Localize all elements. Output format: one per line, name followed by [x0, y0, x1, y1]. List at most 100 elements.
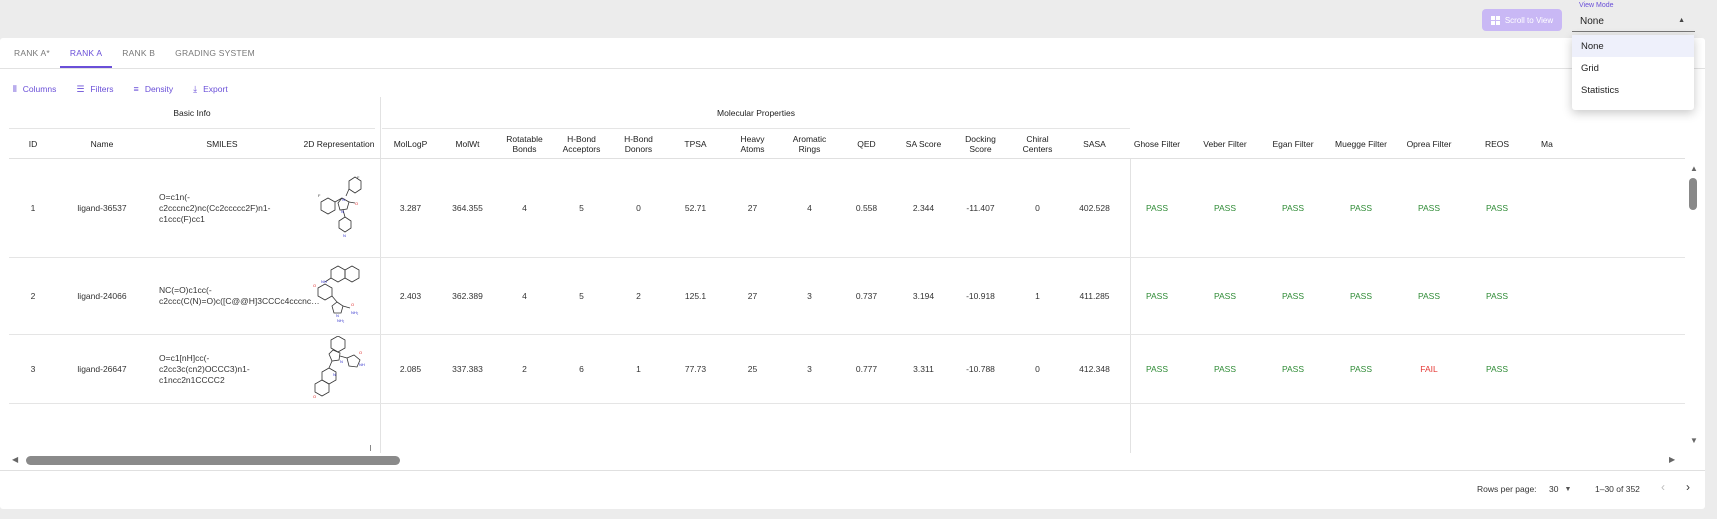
svg-text:N: N — [343, 233, 346, 238]
header-egan-filter[interactable]: Egan Filter — [1272, 139, 1314, 149]
tab-rank-a-star[interactable]: RANK A* — [14, 48, 50, 58]
header-molwt[interactable]: MolWt — [455, 139, 480, 149]
cell-hbond-donors: 0 — [636, 203, 641, 213]
grid-toolbar: ⫴ Columns ☰ Filters ≡ Density ⤓ Export — [13, 82, 228, 96]
cell-qed: 0.737 — [855, 291, 878, 301]
header-heavy-atoms[interactable]: Heavy Atoms — [740, 134, 765, 154]
tab-rank-b[interactable]: RANK B — [122, 48, 156, 58]
header-sa-score[interactable]: SA Score — [905, 139, 942, 149]
header-name[interactable]: Name — [90, 139, 114, 149]
cell-heavy-atoms: 27 — [747, 203, 758, 213]
svg-text:NH: NH — [359, 362, 365, 367]
cell-smiles: O=c1n(-c2cccnc2)nc(Cc2ccccc2F)n1- c1ccc(… — [159, 191, 271, 224]
svg-text:O: O — [313, 394, 316, 399]
filters-button[interactable]: ☰ Filters — [76, 82, 113, 96]
cell-sa-score: 2.344 — [912, 203, 935, 213]
scroll-up-arrow-icon[interactable]: ▲ — [1690, 164, 1698, 173]
scroll-to-view-button[interactable]: Scroll to View — [1482, 9, 1562, 31]
cell-reos: PASS — [1485, 364, 1509, 374]
cell-smiles: NC(=O)c1cc(- c2ccc(C(N)=O)c([C@@H]3CCCc4… — [159, 285, 320, 306]
svg-text:O: O — [313, 283, 316, 288]
cell-rotatable-bonds: 4 — [522, 291, 527, 301]
view-mode-option-grid[interactable]: Grid — [1581, 62, 1599, 74]
cell-tpsa: 52.71 — [684, 203, 707, 213]
header-hbond-acceptors[interactable]: H-Bond Acceptors — [562, 134, 601, 154]
header-reos[interactable]: REOS — [1484, 139, 1510, 149]
header-mollogp[interactable]: MolLogP — [393, 139, 428, 149]
horizontal-scrollbar-thumb[interactable] — [26, 456, 400, 465]
table-row[interactable]: 1 ligand-36537 O=c1n(-c2cccnc2)nc(Cc2ccc… — [9, 159, 1685, 258]
next-page-icon[interactable]: › — [1686, 480, 1690, 494]
svg-text:NH: NH — [321, 279, 327, 284]
view-mode-option-none[interactable]: None — [1572, 35, 1694, 57]
header-2d-representation[interactable]: 2D Representation — [303, 139, 375, 149]
cell-docking-score: -10.788 — [966, 364, 995, 374]
svg-text:F: F — [318, 193, 321, 198]
columns-button[interactable]: ⫴ Columns — [13, 82, 56, 96]
cell-id: 2 — [30, 291, 36, 301]
tab-rank-a[interactable]: RANK A — [59, 40, 113, 68]
header-rotatable-bonds[interactable]: Rotatable Bonds — [506, 134, 543, 154]
header-hbond-donors[interactable]: H-Bond Donors — [624, 134, 653, 154]
header-smiles[interactable]: SMILES — [206, 139, 238, 149]
cell-egan-filter: PASS — [1281, 203, 1305, 213]
rank-tabs: RANK A* RANK A RANK B GRADING SYSTEM — [4, 40, 265, 68]
cell-sa-score: 3.311 — [913, 364, 934, 374]
cell-oprea-filter: FAIL — [1420, 364, 1438, 374]
table-row[interactable]: 2 ligand-24066 NC(=O)c1cc(- c2ccc(C(N)=O… — [9, 258, 1685, 335]
cell-smiles: O=c1[nH]cc(-c2cc3c(cn2)OCCC3)n1- c1ncc2n… — [159, 352, 250, 385]
cell-chiral-centers: 1 — [1035, 291, 1040, 301]
header-more[interactable]: Ma — [1541, 139, 1553, 149]
view-mode-option-statistics[interactable]: Statistics — [1581, 84, 1620, 96]
scroll-right-arrow-icon[interactable]: ▶ — [1669, 455, 1676, 464]
cell-name: ligand-36537 — [77, 203, 127, 213]
cell-heavy-atoms: 25 — [747, 364, 758, 374]
header-veber-filter[interactable]: Veber Filter — [1203, 139, 1247, 149]
header-tpsa[interactable]: TPSA — [684, 139, 707, 149]
density-button[interactable]: ≡ Density — [134, 82, 174, 96]
svg-text:F: F — [357, 176, 360, 180]
molecule-image: O NH N O NH₂ NH₂ — [299, 258, 379, 334]
cell-mollogp: 2.085 — [399, 364, 422, 374]
group-basic-info: Basic Info — [9, 97, 375, 129]
svg-text:NH₂: NH₂ — [351, 310, 359, 315]
cell-mollogp: 3.287 — [399, 203, 422, 213]
header-id[interactable]: ID — [28, 139, 38, 149]
column-header-row: ID Name SMILES 2D Representation MolLogP… — [9, 129, 1685, 159]
rows-per-page-select[interactable]: 30 ▼ — [1549, 482, 1571, 496]
table-row[interactable]: 3 ligand-26647 O=c1[nH]cc(-c2cc3c(cn2)OC… — [9, 335, 1685, 404]
cell-reos: PASS — [1485, 291, 1509, 301]
cell-ghose-filter: PASS — [1145, 291, 1169, 301]
filter-icon: ☰ — [76, 83, 85, 94]
tabs-divider — [0, 68, 1705, 69]
scroll-down-arrow-icon[interactable]: ▼ — [1690, 436, 1698, 445]
header-muegge-filter[interactable]: Muegge Filter — [1335, 139, 1387, 149]
previous-page-icon[interactable]: ‹ — [1661, 480, 1665, 494]
header-docking-score[interactable]: Docking Score — [965, 134, 996, 154]
header-chiral-centers[interactable]: Chiral Centers — [1022, 134, 1053, 154]
header-ghose-filter[interactable]: Ghose Filter — [1133, 139, 1181, 149]
view-mode-select[interactable]: View Mode None ▲ — [1572, 2, 1695, 32]
cell-docking-score: -11.407 — [966, 203, 995, 213]
cell-egan-filter: PASS — [1281, 364, 1305, 374]
top-bar: Scroll to View View Mode None ▲ — [0, 0, 1717, 38]
cell-hbond-donors: 2 — [636, 291, 641, 301]
header-sasa[interactable]: SASA — [1083, 139, 1106, 149]
cell-molwt: 337.383 — [452, 364, 483, 374]
header-aromatic-rings[interactable]: Aromatic Rings — [792, 134, 827, 154]
vertical-scrollbar-thumb[interactable] — [1689, 178, 1697, 210]
header-qed[interactable]: QED — [857, 139, 876, 149]
row-stub — [370, 445, 371, 451]
cell-name: ligand-24066 — [77, 291, 127, 301]
cell-hbond-donors: 1 — [636, 364, 641, 374]
tab-grading-system[interactable]: GRADING SYSTEM — [175, 48, 255, 58]
scroll-to-view-label: Scroll to View — [1504, 15, 1554, 25]
scroll-left-arrow-icon[interactable]: ◀ — [12, 455, 19, 464]
cell-oprea-filter: PASS — [1417, 291, 1441, 301]
density-icon: ≡ — [133, 84, 139, 94]
group-molecular-properties: Molecular Properties — [382, 97, 1130, 129]
export-button[interactable]: ⤓ Export — [193, 82, 228, 96]
header-oprea-filter[interactable]: Oprea Filter — [1406, 139, 1452, 149]
cell-qed: 0.558 — [855, 203, 878, 213]
cell-molwt: 362.389 — [452, 291, 483, 301]
